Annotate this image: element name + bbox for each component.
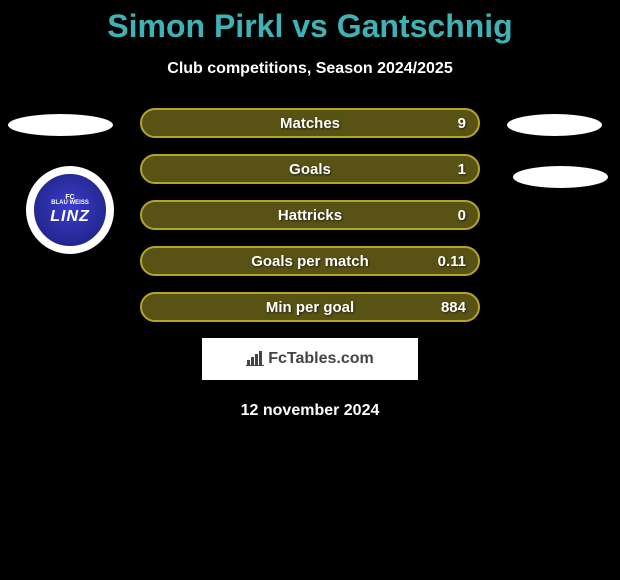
- stat-label: Min per goal: [266, 299, 354, 316]
- stat-value: 1: [458, 161, 466, 178]
- chart-icon: [246, 352, 264, 366]
- stat-bar-hattricks: Hattricks 0: [140, 200, 480, 230]
- page-title: Simon Pirkl vs Gantschnig: [0, 0, 620, 45]
- stat-bar-goals: Goals 1: [140, 154, 480, 184]
- stat-bars-list: Matches 9 Goals 1 Hattricks 0 Goals per …: [140, 108, 480, 322]
- stat-bar-min-per-goal: Min per goal 884: [140, 292, 480, 322]
- stat-bar-matches: Matches 9: [140, 108, 480, 138]
- stat-label: Goals: [289, 161, 331, 178]
- club-badge: FC BLAU WEISS LINZ: [32, 172, 108, 248]
- player-oval-right-2: [513, 166, 608, 188]
- comparison-area: FC BLAU WEISS LINZ Matches 9 Goals 1 Hat…: [0, 108, 620, 420]
- stat-value: 9: [458, 115, 466, 132]
- stat-value: 0.11: [438, 253, 466, 270]
- footer-logo: FcTables.com: [246, 350, 374, 368]
- badge-text-linz: LINZ: [50, 208, 90, 226]
- player-oval-left: [8, 114, 113, 136]
- subtitle: Club competitions, Season 2024/2025: [0, 60, 620, 78]
- stat-label: Goals per match: [251, 253, 369, 270]
- stat-label: Matches: [280, 115, 340, 132]
- player-oval-right-1: [507, 114, 602, 136]
- footer-banner: FcTables.com: [202, 338, 418, 380]
- brand-text: FcTables.com: [268, 350, 374, 368]
- stat-bar-goals-per-match: Goals per match 0.11: [140, 246, 480, 276]
- badge-text-blauweiss: BLAU WEISS: [51, 200, 89, 206]
- stat-value: 0: [458, 207, 466, 224]
- club-badge-container: FC BLAU WEISS LINZ: [26, 166, 114, 254]
- stat-label: Hattricks: [278, 207, 342, 224]
- date-text: 12 november 2024: [0, 402, 620, 420]
- stat-value: 884: [441, 299, 466, 316]
